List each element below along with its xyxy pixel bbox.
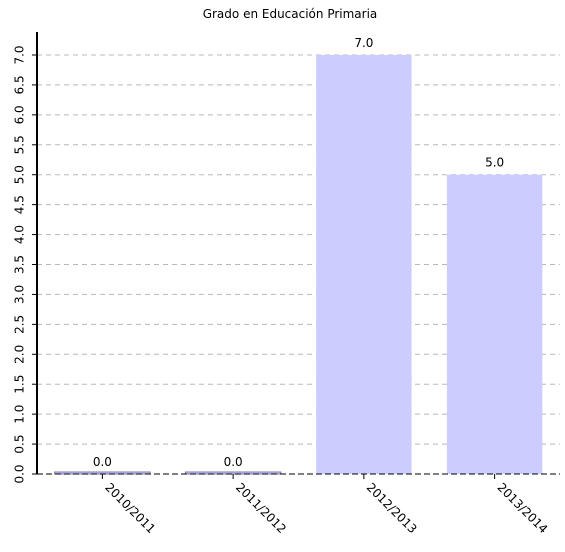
bar (446, 174, 543, 474)
y-tick-label: 6.0 (13, 105, 27, 124)
data-label: 0.0 (93, 455, 112, 469)
y-axis-ticks: 0.0 0.5 1.0 1.5 2.0 2.5 3.0 3.5 4.0 4.5 5.0 5.5 6.0 6… (13, 45, 37, 484)
y-tick-label: 7.0 (13, 45, 27, 64)
y-tick-label: 4.0 (13, 225, 27, 244)
y-tick-label: 5.5 (13, 135, 27, 154)
y-tick-label: 4.5 (13, 195, 27, 214)
axes (36, 32, 560, 475)
y-tick-label: 6.5 (13, 75, 27, 94)
y-tick-label: 1.0 (13, 405, 27, 424)
y-tick-label: 3.0 (13, 285, 27, 304)
y-tick-label: 2.0 (13, 345, 27, 364)
x-axis-ticks: 2010/2011 2011/2012 2012/2013 2013/2014 (101, 474, 551, 536)
y-tick-label: 2.5 (13, 315, 27, 334)
data-label: 7.0 (354, 36, 373, 50)
data-label: 5.0 (485, 156, 504, 170)
y-tick-label: 5.0 (13, 165, 27, 184)
x-tick-label: 2010/2011 (102, 480, 158, 536)
y-tick-label: 0.5 (13, 435, 27, 454)
x-tick-label: 2012/2013 (364, 480, 420, 536)
data-labels: 0.0 0.0 7.0 5.0 (93, 36, 504, 469)
x-tick-label: 2013/2014 (495, 480, 551, 536)
y-tick-label: 0.0 (13, 464, 27, 483)
bars (54, 55, 543, 475)
bar (316, 55, 412, 474)
y-tick-label: 1.5 (13, 375, 27, 394)
chart-title: Grado en Educación Primaria (203, 7, 378, 21)
data-label: 0.0 (224, 455, 243, 469)
y-tick-label: 3.5 (13, 255, 27, 274)
x-tick-label: 2011/2012 (233, 480, 289, 536)
